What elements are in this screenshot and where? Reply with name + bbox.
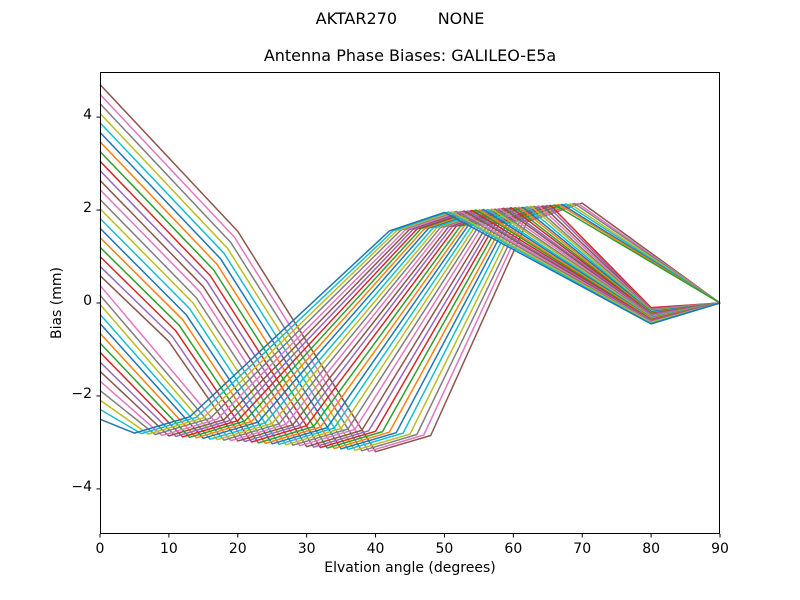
series-line-L12 xyxy=(99,189,721,447)
x-tick-label: 10 xyxy=(159,541,178,557)
series-line-L11 xyxy=(99,179,721,448)
series-line-L27 xyxy=(99,209,721,439)
series-line-L34 xyxy=(99,211,721,435)
series-line-L16 xyxy=(99,206,721,445)
y-tick-label: −4 xyxy=(71,478,92,495)
series-line-L10 xyxy=(99,169,721,448)
series-line-L14 xyxy=(99,205,721,446)
x-tick-label: 30 xyxy=(297,541,316,557)
series-line-L13 xyxy=(99,198,721,446)
series-line-L08 xyxy=(99,150,721,449)
plot-area xyxy=(96,72,721,538)
series-line-L01 xyxy=(99,83,721,453)
series-line-L02 xyxy=(99,93,721,453)
x-tick-label: 40 xyxy=(366,541,385,557)
series-line-L06 xyxy=(99,131,721,450)
x-axis-label: Elvation angle (degrees) xyxy=(324,560,496,576)
series-line-L09 xyxy=(99,160,721,449)
y-tick-label: 2 xyxy=(83,200,92,217)
y-tick-label: 4 xyxy=(83,107,92,124)
x-tick-label: 50 xyxy=(435,541,454,557)
x-tick-label: 20 xyxy=(228,541,247,557)
series-line-L36 xyxy=(99,211,721,434)
series-line-L03 xyxy=(99,103,721,452)
x-tick-label: 70 xyxy=(573,541,592,557)
series-line-L30 xyxy=(99,210,721,438)
series-line-L19 xyxy=(99,206,721,443)
x-tick-label: 80 xyxy=(642,541,661,557)
axes-spines xyxy=(100,72,720,534)
chart-title: Antenna Phase Biases: GALILEO-E5a xyxy=(263,46,557,65)
series-line-L20 xyxy=(99,207,721,443)
x-tick-label: 0 xyxy=(95,541,105,557)
x-tick-label: 60 xyxy=(504,541,523,557)
x-tick-label: 90 xyxy=(711,541,729,557)
figure-suptitle: AKTAR270 NONE xyxy=(315,9,485,28)
y-tick-label: 0 xyxy=(83,293,92,309)
series-line-L07 xyxy=(99,141,721,450)
series-line-L15 xyxy=(99,206,721,446)
series-line-L05 xyxy=(99,122,721,451)
y-tick-label: −2 xyxy=(71,385,92,402)
series-line-L04 xyxy=(99,112,721,452)
